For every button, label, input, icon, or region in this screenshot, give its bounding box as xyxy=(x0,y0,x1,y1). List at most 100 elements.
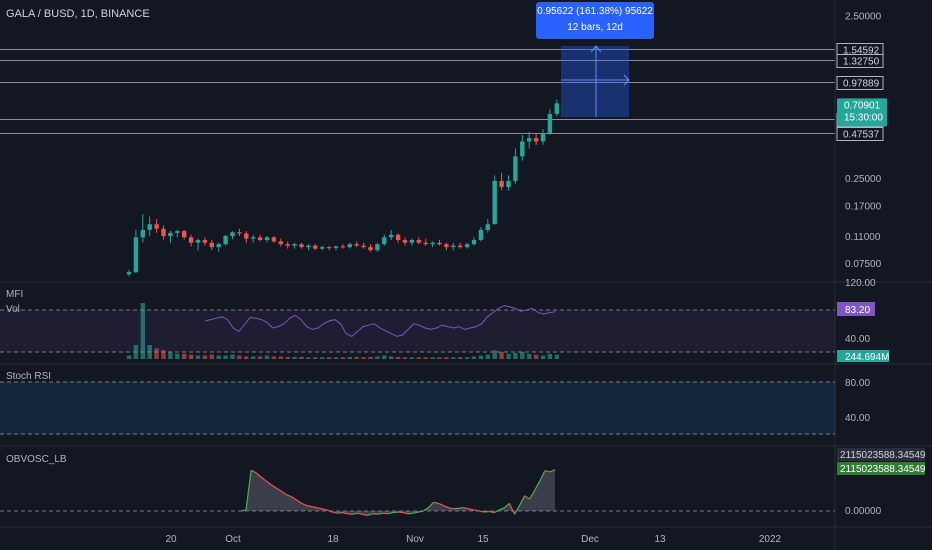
volume-bar xyxy=(347,356,352,359)
candle-body xyxy=(506,180,511,188)
obv-scale-zero: 0.00000 xyxy=(845,506,882,517)
obv-segment xyxy=(529,490,536,500)
obv-segment xyxy=(422,507,429,512)
obv-segment xyxy=(427,501,434,509)
time-axis-label: 18 xyxy=(327,534,339,545)
candle-body xyxy=(423,242,428,245)
candle-body xyxy=(147,224,152,230)
symbol-title[interactable]: GALA / BUSD, 1D, BINANCE xyxy=(6,8,150,20)
candle-body xyxy=(306,245,311,248)
price-line-label: 0.97889 xyxy=(843,79,880,90)
price-line-label-box xyxy=(836,54,884,68)
price-tick-label: 0.17000 xyxy=(845,201,882,212)
candle-body xyxy=(361,245,366,248)
candle-body xyxy=(382,237,387,245)
mfi-label[interactable]: MFI xyxy=(6,289,23,300)
stoch-scale-lower: 40.00 xyxy=(845,413,870,424)
candle-body xyxy=(513,156,518,181)
obv-segment xyxy=(534,480,541,491)
stoch-label[interactable]: Stoch RSI xyxy=(6,371,51,382)
volume-bar xyxy=(547,353,553,359)
volume-bar xyxy=(368,356,373,359)
obv-segment xyxy=(260,476,267,482)
candle-body xyxy=(257,237,263,240)
obv-segment xyxy=(382,512,388,515)
volume-bar xyxy=(361,357,366,359)
candle-body xyxy=(264,237,270,240)
volume-bar xyxy=(285,356,290,359)
price-scale[interactable]: 2.50000 0.25000 0.17000 0.11000 0.07500 xyxy=(845,11,882,270)
obv-segment xyxy=(418,510,424,513)
candle-body xyxy=(354,244,359,246)
candle-body xyxy=(188,237,194,243)
volume-bar xyxy=(527,353,532,359)
measure-arrow-right-icon xyxy=(623,74,630,86)
mfi-scale-upper: 120.00 xyxy=(845,278,876,289)
price-tick-label: 0.11000 xyxy=(845,232,881,243)
obv-segment xyxy=(342,512,348,515)
volume-bar xyxy=(409,357,415,359)
volume-bar xyxy=(251,356,256,359)
obv-value-2: 2115023588.34549 xyxy=(840,464,926,475)
time-axis-label: 20 xyxy=(165,534,177,545)
volume-series xyxy=(126,303,559,359)
time-axis-label: Oct xyxy=(225,534,241,545)
measure-range-box[interactable] xyxy=(561,46,629,117)
volume-bar xyxy=(168,352,173,359)
candle-body xyxy=(154,224,159,229)
candle-body xyxy=(347,244,352,248)
volume-bar xyxy=(147,345,152,359)
volume-bar xyxy=(416,357,421,359)
candle-body xyxy=(533,138,539,142)
volume-bar xyxy=(471,356,477,359)
horizontal-lines[interactable] xyxy=(0,49,835,134)
obv-label[interactable]: OBVOSC_LB xyxy=(6,454,67,465)
measure-tooltip xyxy=(536,2,654,39)
vol-label[interactable]: Vol xyxy=(6,304,20,315)
obv-segment xyxy=(265,480,272,486)
obv-segment xyxy=(271,484,277,489)
candle-body xyxy=(216,244,221,248)
volume-bar xyxy=(161,350,166,359)
obv-segment xyxy=(443,505,449,509)
volume-bar xyxy=(188,354,194,359)
candle-body xyxy=(175,231,180,233)
volume-bar xyxy=(140,303,145,359)
candle-body xyxy=(444,244,449,248)
volume-bar xyxy=(326,357,332,359)
candle-body xyxy=(430,242,435,245)
candle-body xyxy=(464,244,470,248)
price-tick-label: 0.25000 xyxy=(845,174,882,185)
candle-body xyxy=(278,241,283,245)
obv-segment xyxy=(519,495,526,506)
measure-arrow-up-icon xyxy=(590,45,602,53)
time-axis[interactable]: 20 Oct 18 Nov 15 Dec 13 2022 xyxy=(165,534,781,545)
candle-body xyxy=(299,244,304,248)
volume-bar xyxy=(485,354,490,359)
volume-bar xyxy=(389,356,394,359)
volume-bar xyxy=(458,357,463,359)
volume-bar xyxy=(451,357,456,359)
candle-body xyxy=(285,244,290,246)
candle-body xyxy=(471,239,477,245)
volume-bar xyxy=(292,356,297,359)
candle-body xyxy=(223,236,228,245)
obv-segment xyxy=(508,503,516,515)
candle-body xyxy=(485,224,490,230)
time-axis-label: 15 xyxy=(477,534,489,545)
obv-segment xyxy=(306,504,313,508)
obv-segment xyxy=(301,502,308,507)
obv-value-badge-2 xyxy=(837,462,925,475)
obv-segment xyxy=(245,470,252,510)
candle-body xyxy=(182,231,187,238)
obv-segment xyxy=(352,512,358,515)
mfi-band xyxy=(0,310,835,352)
volume-bar xyxy=(223,355,228,359)
obv-segment xyxy=(321,508,328,511)
volume-bar xyxy=(340,357,346,359)
candle-body xyxy=(389,234,394,238)
obv-segment xyxy=(438,502,444,507)
obv-segment xyxy=(402,512,409,515)
price-tick-label: 2.50000 xyxy=(845,11,882,22)
